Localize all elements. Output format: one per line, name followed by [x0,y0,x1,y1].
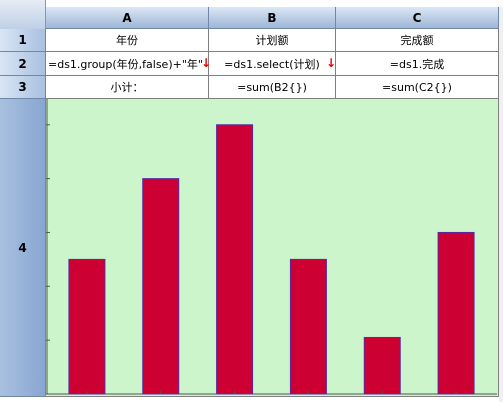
cell-b1[interactable]: 计划额 [209,29,336,52]
row-header-2[interactable]: 2 [0,52,46,76]
cell-a2[interactable]: =ds1.group(年份,false)+"年" [46,52,209,76]
cell-b2-text: =ds1.select(计划) [224,57,320,71]
column-header-b[interactable]: B [209,7,336,29]
cell-c2[interactable]: =ds1.完成 [336,52,499,76]
cell-a3[interactable]: 小计： [46,76,209,99]
bar-4 [289,258,327,395]
row-header-4[interactable]: 4 [0,99,46,397]
bar-1 [68,258,106,395]
cell-a1[interactable]: 年份 [46,29,209,52]
down-arrow-icon: ↓ [201,56,212,70]
chart-cell-a4[interactable] [46,99,499,397]
column-header-c[interactable]: C [336,7,499,29]
column-header-a[interactable]: A [46,7,209,29]
cell-b2[interactable]: =ds1.select(计划) [209,52,336,76]
select-all-corner[interactable] [0,0,46,30]
cell-b3[interactable]: =sum(B2{}) [209,76,336,99]
cell-c3[interactable]: =sum(C2{}) [336,76,499,99]
bar-6 [437,231,475,395]
row-header-1[interactable]: 1 [0,29,46,52]
bar-5 [363,336,401,395]
bar-chart [46,99,497,395]
bar-2 [142,178,180,395]
cell-c1[interactable]: 完成额 [336,29,499,52]
down-arrow-icon: ↓ [326,56,337,70]
vertical-scrollbar[interactable] [499,7,503,402]
cell-a2-text: =ds1.group(年份,false)+"年" [48,57,203,71]
bar-3 [216,124,254,395]
row-header-3[interactable]: 3 [0,76,46,99]
